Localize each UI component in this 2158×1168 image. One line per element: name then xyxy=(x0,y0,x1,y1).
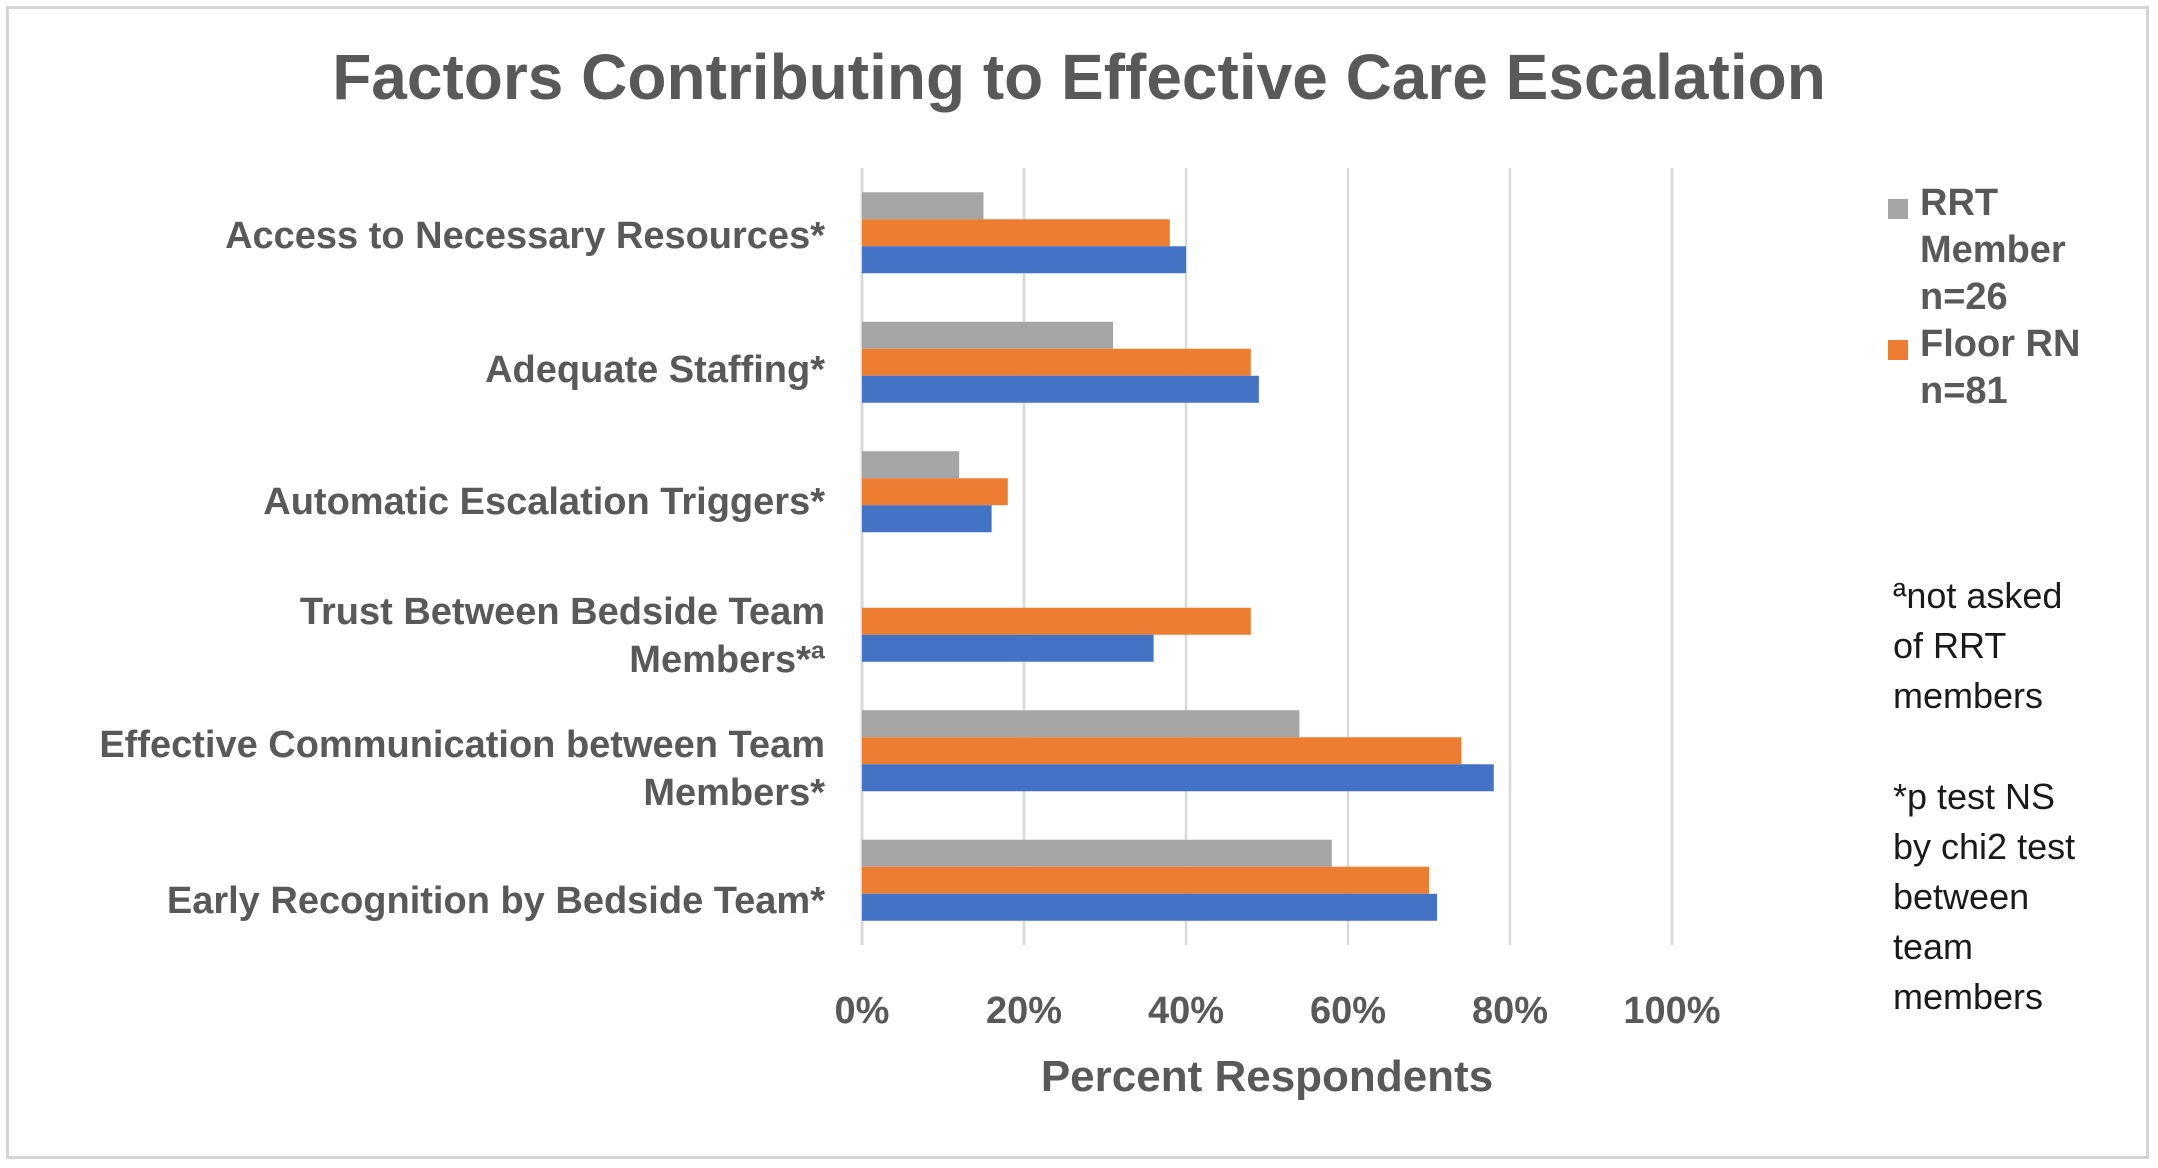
bar-series-1-category-2 xyxy=(862,478,1008,506)
x-tick-label: 0% xyxy=(834,990,890,1032)
bar-series-1-category-0 xyxy=(862,219,1170,247)
bar-series-2-category-5 xyxy=(862,893,1438,921)
chart-title: Factors Contributing to Effective Care E… xyxy=(332,41,1826,113)
note-significance: *p test NS by chi2 test between team mem… xyxy=(1893,772,2143,1022)
bar-series-2-category-1 xyxy=(862,375,1259,403)
bar-series-2-category-4 xyxy=(862,764,1494,792)
legend-swatch-rrt xyxy=(1888,199,1908,219)
category-label-triggers: Automatic Escalation Triggers* xyxy=(263,481,825,523)
x-tick-label: 100% xyxy=(1623,990,1721,1032)
note-not-asked: ªnot asked of RRT members xyxy=(1893,571,2143,721)
bar-series-0-category-4 xyxy=(862,710,1300,738)
note-line: team xyxy=(1893,926,1974,967)
note-line: between xyxy=(1893,876,2030,917)
legend: RRT Member n=26 Floor RN n=81 xyxy=(1888,180,2148,415)
note-line: members xyxy=(1893,675,2044,716)
note-line: by chi2 test xyxy=(1893,826,2076,867)
note-line: of RRT xyxy=(1893,625,2007,666)
bar-series-0-category-5 xyxy=(862,839,1332,867)
legend-text-line: Member xyxy=(1920,229,2066,271)
legend-text-line: n=26 xyxy=(1920,276,2008,318)
category-label-access: Access to Necessary Resources* xyxy=(225,215,825,257)
bar-series-0-category-2 xyxy=(862,451,960,479)
legend-item-floor-rn: Floor RN n=81 xyxy=(1888,321,2148,415)
legend-swatch-floor-rn xyxy=(1888,340,1908,360)
legend-text-line: RRT xyxy=(1920,182,1999,224)
bar-series-2-category-2 xyxy=(862,505,992,533)
bar-series-2-category-0 xyxy=(862,246,1186,274)
x-tick-label: 40% xyxy=(1147,990,1225,1032)
note-line: ªnot asked xyxy=(1893,575,2063,616)
bar-series-0-category-0 xyxy=(862,192,984,220)
legend-item-rrt-member: RRT Member n=26 xyxy=(1888,180,2148,321)
category-label-staffing: Adequate Staffing* xyxy=(485,349,825,391)
x-tick-label: 80% xyxy=(1471,990,1549,1032)
x-tick-label: 20% xyxy=(985,990,1063,1032)
x-tick-label: 60% xyxy=(1309,990,1387,1032)
legend-text-line: n=81 xyxy=(1920,370,2008,412)
chart-frame xyxy=(6,6,2149,1159)
category-label-recognition: Early Recognition by Bedside Team* xyxy=(166,880,825,922)
x-axis-label: Percent Respondents xyxy=(1040,1052,1494,1101)
bar-series-1-category-1 xyxy=(862,348,1251,376)
bar-series-1-category-3 xyxy=(862,607,1251,635)
bar-series-2-category-3 xyxy=(862,634,1154,662)
category-label-trust: Trust Between Bedside Team Members*ª xyxy=(299,591,825,681)
note-line: members xyxy=(1893,976,2044,1017)
bar-series-1-category-5 xyxy=(862,866,1429,894)
bar-series-1-category-4 xyxy=(862,737,1462,765)
legend-text-line: Floor RN xyxy=(1920,323,2081,365)
category-label-communication: Effective Communication between Team Mem… xyxy=(99,724,825,814)
bar-series-0-category-1 xyxy=(862,321,1114,349)
note-line: *p test NS xyxy=(1893,776,2056,817)
